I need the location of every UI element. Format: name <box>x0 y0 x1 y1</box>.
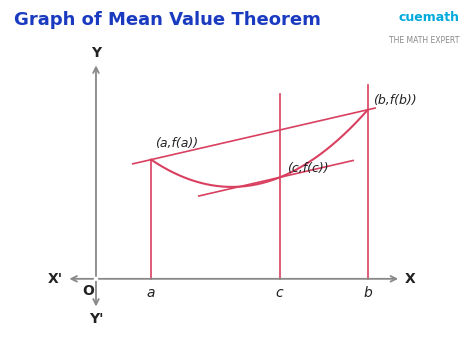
Text: (a,f(a)): (a,f(a)) <box>155 137 198 150</box>
Text: X': X' <box>48 272 63 286</box>
Text: c: c <box>276 286 283 300</box>
Text: X: X <box>405 272 415 286</box>
Text: Y': Y' <box>89 312 103 326</box>
Text: THE MATH EXPERT: THE MATH EXPERT <box>390 36 460 45</box>
Text: Graph of Mean Value Theorem: Graph of Mean Value Theorem <box>14 11 321 29</box>
Text: (b,f(b)): (b,f(b)) <box>374 94 417 107</box>
Text: Y: Y <box>91 46 101 60</box>
Text: b: b <box>364 286 372 300</box>
Text: a: a <box>147 286 155 300</box>
Text: O: O <box>82 284 94 298</box>
Text: cuemath: cuemath <box>399 11 460 24</box>
Text: (c,f(c)): (c,f(c)) <box>287 162 328 175</box>
